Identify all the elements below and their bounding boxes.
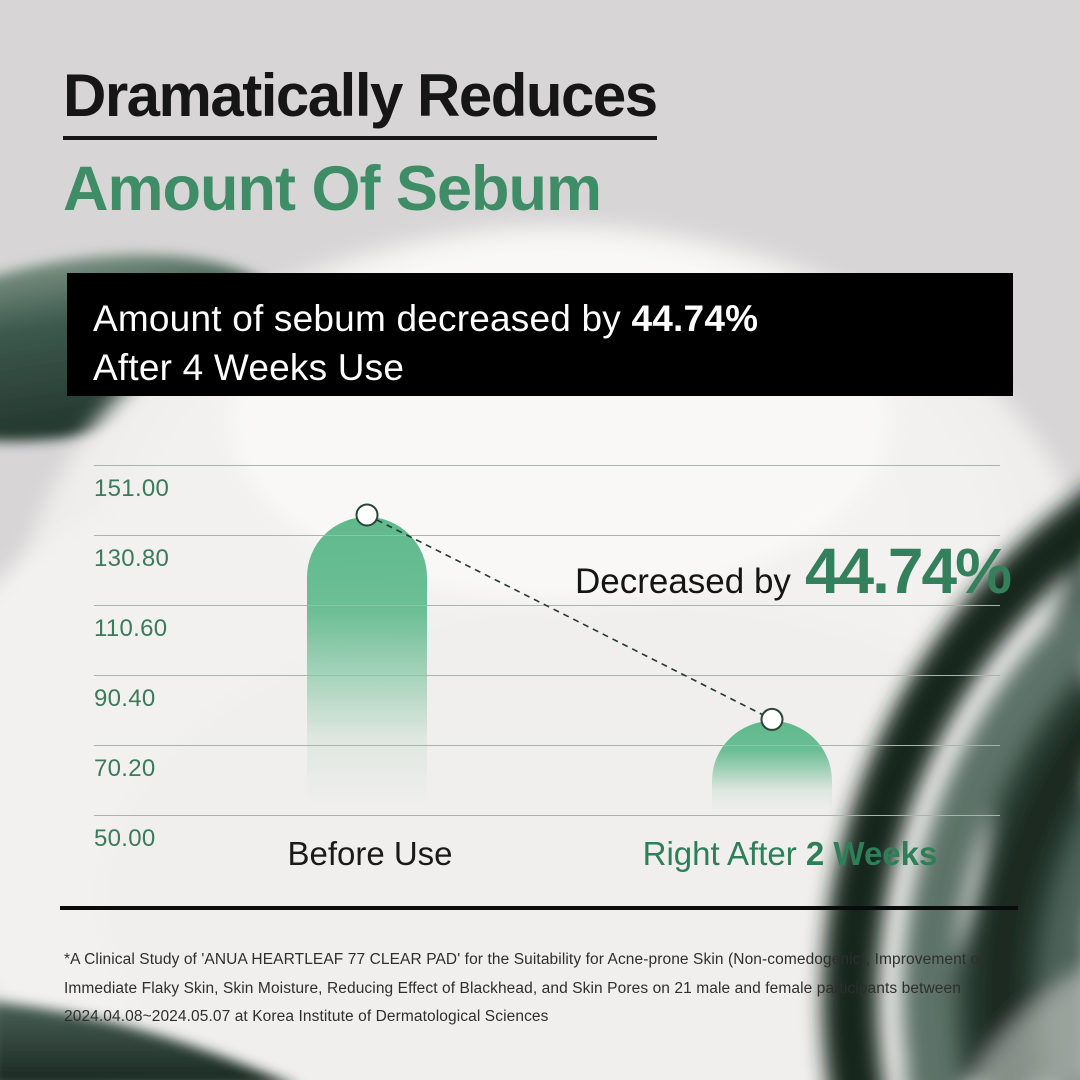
y-tick-label-90.40: 90.40 xyxy=(94,685,156,712)
gridline-90.40 xyxy=(94,675,1000,676)
jar-bottom-left-fragment xyxy=(0,1002,282,1080)
banner-line1-value: 44.74% xyxy=(631,298,759,339)
banner-line-2: After 4 Weeks Use xyxy=(93,346,405,388)
y-tick-label-50.00: 50.00 xyxy=(94,825,156,852)
banner-line1-text: Amount of sebum decreased by xyxy=(93,298,632,339)
title-line-1: Dramatically Reduces xyxy=(63,64,658,140)
decrease-annotation-value: 44.74% xyxy=(804,535,1012,607)
gridline-70.20 xyxy=(94,745,1000,746)
clinical-study-footnote: *A Clinical Study of 'ANUA HEARTLEAF 77 … xyxy=(64,951,984,1026)
banner-line-1: Amount of sebum decreased by 44.74% xyxy=(93,295,1013,344)
bar-right-after-2-weeks xyxy=(712,721,832,815)
jar-right-rim xyxy=(822,493,1080,1080)
y-tick-label-110.60: 110.60 xyxy=(94,615,168,642)
x-label-right-after-text: Right After xyxy=(642,835,806,872)
y-tick-label-130.80: 130.80 xyxy=(94,545,170,572)
title-line-2: Amount Of Sebum xyxy=(63,154,602,224)
x-label-2-weeks-bold: 2 Weeks xyxy=(805,835,938,872)
y-tick-label-70.20: 70.20 xyxy=(94,755,156,782)
decrease-annotation: Decreased by 44.74% xyxy=(574,534,1012,608)
y-tick-label-151.00: 151.00 xyxy=(94,475,170,502)
bar-before-use xyxy=(307,516,427,815)
x-label-before-use: Before Use xyxy=(160,835,580,872)
gridline-50.00 xyxy=(94,815,1000,816)
x-label-right-after-2-weeks: Right After 2 Weeks xyxy=(580,835,1000,872)
decrease-annotation-text: Decreased by xyxy=(574,562,791,601)
footer-separator-line xyxy=(60,906,1018,910)
x-label-before-use-text: Before Use xyxy=(287,835,453,872)
title-block: Dramatically Reduces Amount Of Sebum xyxy=(63,64,658,224)
stat-banner: Amount of sebum decreased by 44.74% Afte… xyxy=(67,273,1013,396)
gridline-151.00 xyxy=(94,465,1000,466)
